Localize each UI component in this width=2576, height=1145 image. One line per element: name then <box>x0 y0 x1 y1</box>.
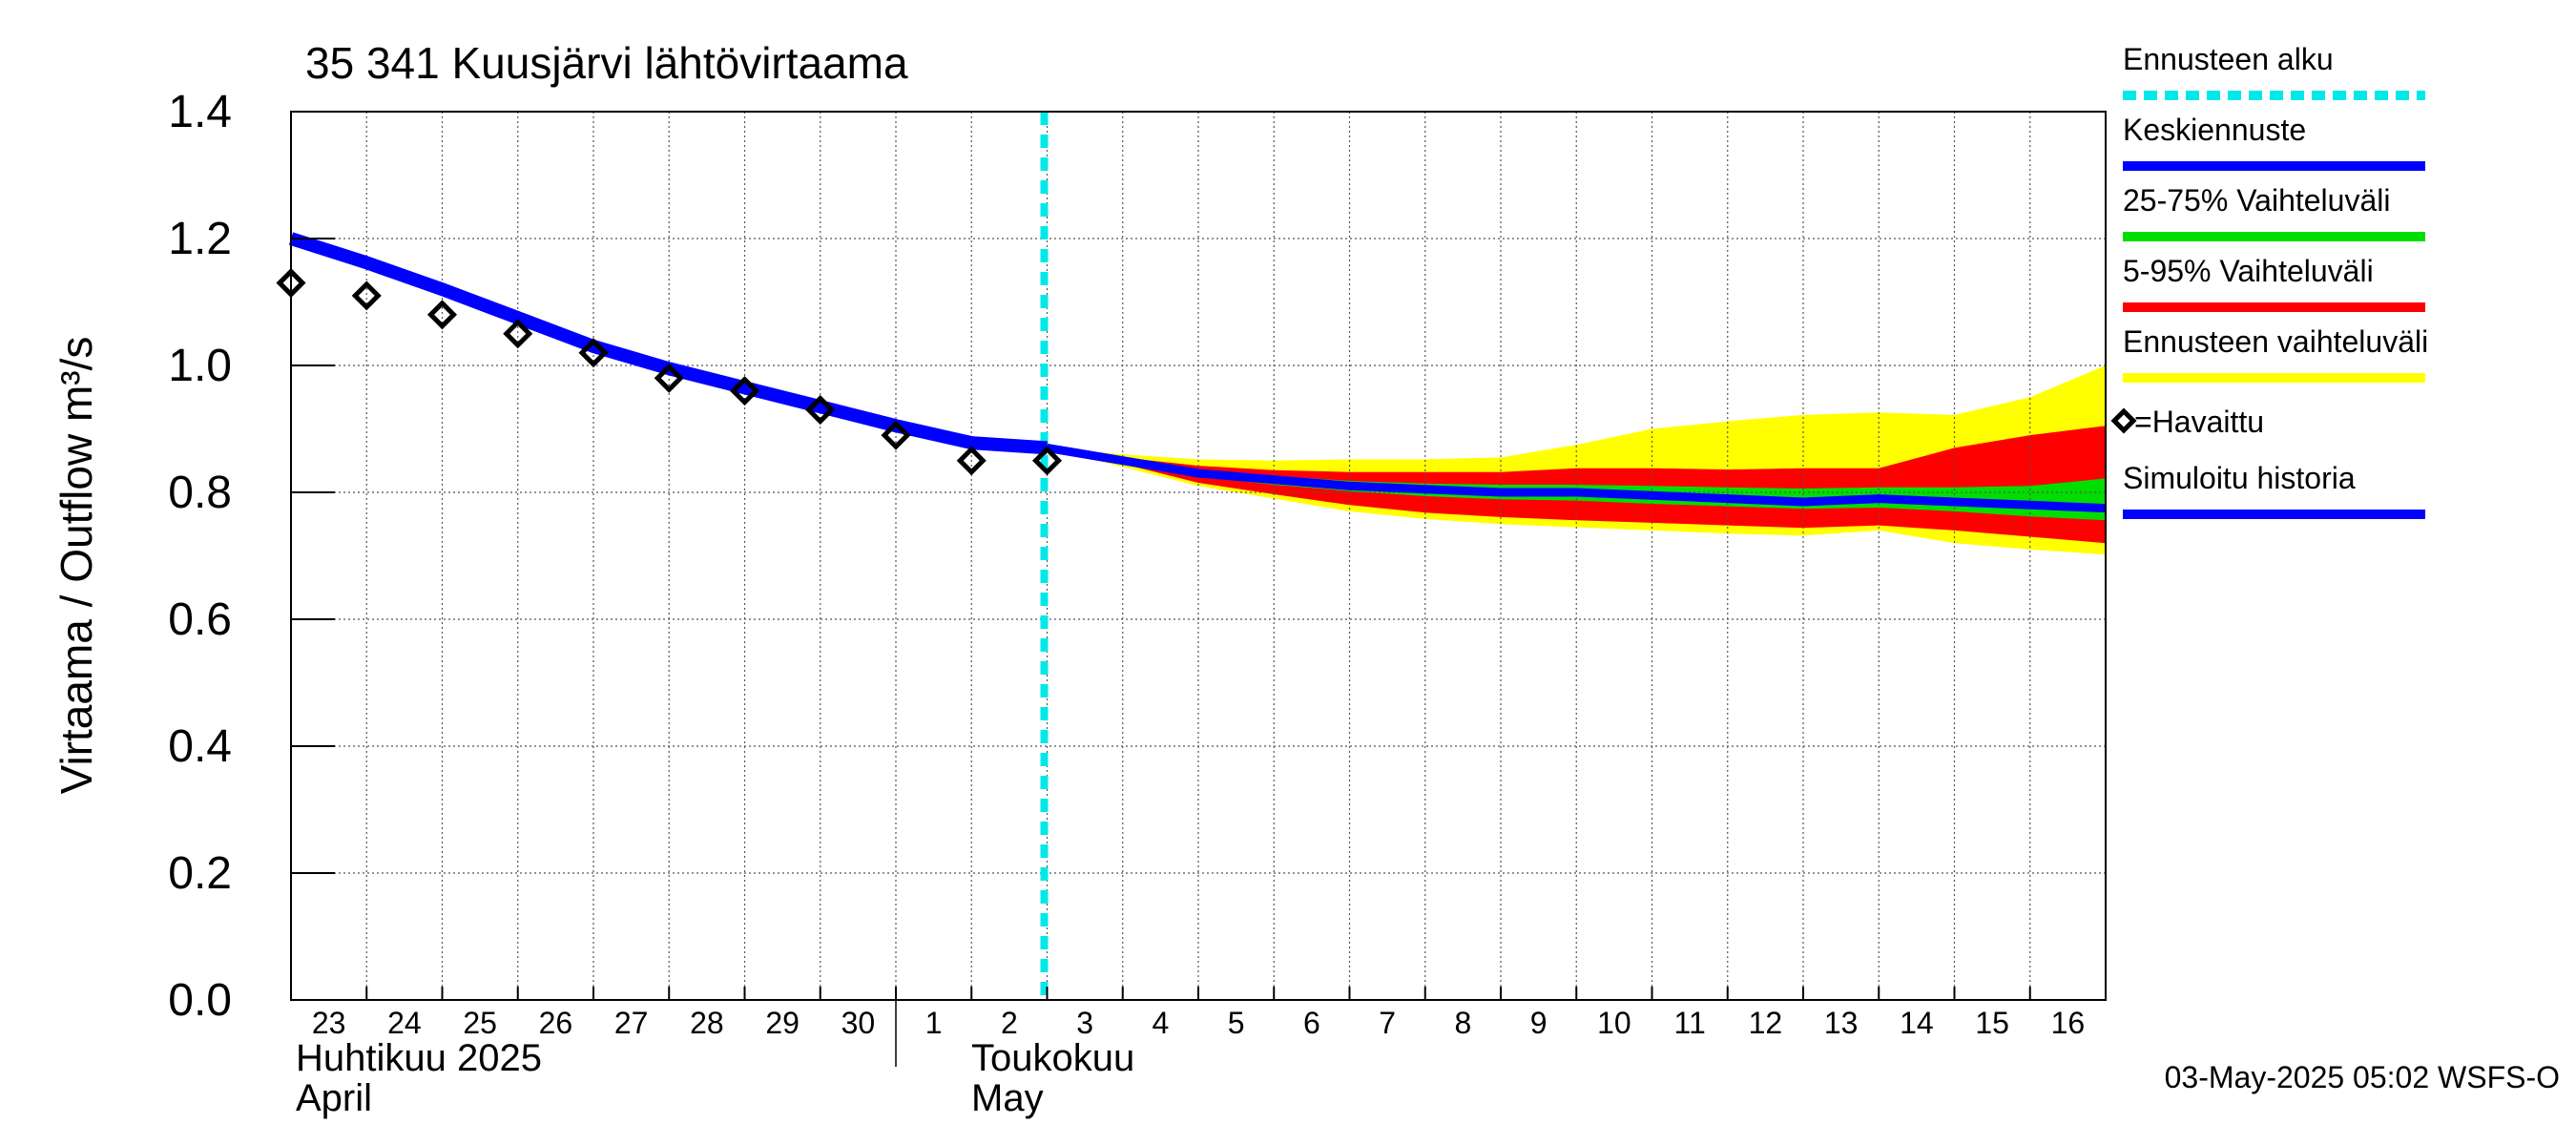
observed-point <box>729 376 760 406</box>
x-tick-label: 15 <box>1975 1006 2009 1040</box>
observed-point <box>805 395 836 426</box>
x-tick-label: 24 <box>387 1006 422 1040</box>
x-tick-label: 26 <box>539 1006 573 1040</box>
observed-point <box>426 300 458 330</box>
legend-label: Ennusteen alku <box>2123 42 2334 76</box>
x-tick-label: 23 <box>312 1006 346 1040</box>
legend-label: 25-75% Vaihteluväli <box>2123 183 2390 218</box>
x-tick-label: 2 <box>1001 1006 1018 1040</box>
x-tick-label: 25 <box>463 1006 497 1040</box>
chart-title: 35 341 Kuusjärvi lähtövirtaama <box>305 38 908 88</box>
x-tick-label: 9 <box>1530 1006 1548 1040</box>
y-tick-label: 0.0 <box>168 975 232 1026</box>
legend-label: Simuloitu historia <box>2123 461 2356 495</box>
series-lines <box>276 112 2107 1000</box>
x-tick-label: 6 <box>1303 1006 1320 1040</box>
legend-label: Keskiennuste <box>2123 113 2306 147</box>
x-tick-label: 7 <box>1379 1006 1396 1040</box>
x-tick-label: 3 <box>1076 1006 1093 1040</box>
axis-labels: 0.0 0.2 0.4 0.6 0.8 1.0 1.2 1.4 Virtaama / Outfl… <box>52 87 2107 1119</box>
y-tick-label: 0.8 <box>168 468 232 518</box>
month-label-fi: Huhtikuu 2025 <box>296 1037 542 1079</box>
x-tick-label: 8 <box>1454 1006 1471 1040</box>
x-tick-label: 1 <box>925 1006 943 1040</box>
observed-point <box>1031 446 1063 476</box>
observed-point <box>503 319 533 349</box>
x-tick-label: 11 <box>1674 1006 1706 1040</box>
x-tick-label: 4 <box>1152 1006 1169 1040</box>
legend: Ennusteen alku Keskiennuste 25-75% Vaihtel… <box>2110 42 2428 519</box>
y-tick-label: 1.2 <box>168 214 232 264</box>
x-tick-label: 28 <box>690 1006 724 1040</box>
legend-marker-observed <box>2110 407 2137 434</box>
legend-label: =Havaittu <box>2134 405 2264 439</box>
mean-forecast-line <box>1046 443 2107 513</box>
legend-label: Ennusteen vaihteluväli <box>2123 324 2428 359</box>
y-tick-label: 0.2 <box>168 848 232 899</box>
month-label-fi: Toukokuu <box>971 1037 1134 1079</box>
x-tick-label: 27 <box>614 1006 649 1040</box>
month-label-en: April <box>296 1077 372 1119</box>
x-tick-label: 12 <box>1749 1006 1783 1040</box>
y-tick-label: 0.4 <box>168 721 232 772</box>
x-tick-label: 29 <box>765 1006 800 1040</box>
observed-point <box>654 363 684 393</box>
legend-label: 5-95% Vaihteluväli <box>2123 254 2374 288</box>
y-tick-label: 1.4 <box>168 87 232 137</box>
month-label-en: May <box>971 1077 1044 1119</box>
x-tick-label: 30 <box>841 1006 876 1040</box>
observed-point <box>956 446 987 476</box>
y-tick-label: 0.6 <box>168 594 232 645</box>
x-tick-label: 5 <box>1228 1006 1245 1040</box>
x-tick-label: 10 <box>1597 1006 1631 1040</box>
observed-point <box>881 420 911 450</box>
observed-point <box>578 338 609 368</box>
x-tick-label: 16 <box>2051 1006 2086 1040</box>
observed-point <box>351 281 382 311</box>
y-tick-label: 1.0 <box>168 341 232 391</box>
y-axis-label: Virtaama / Outflow m³/s <box>52 337 101 795</box>
x-tick-label: 14 <box>1900 1006 1934 1040</box>
timestamp-footer: 03-May-2025 05:02 WSFS-O <box>2165 1060 2560 1094</box>
x-tick-label: 13 <box>1824 1006 1859 1040</box>
